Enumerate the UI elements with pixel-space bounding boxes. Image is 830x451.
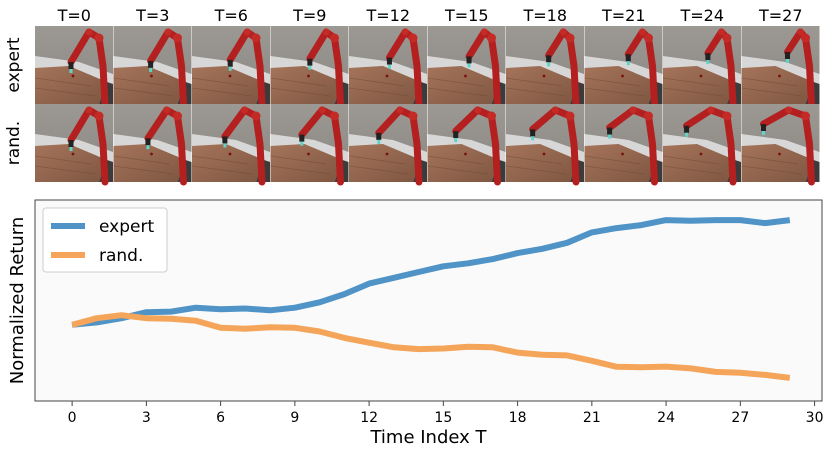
frame-time-label: T=21 (601, 6, 646, 25)
simulation-frame (584, 25, 663, 108)
series-line-rand (71, 312, 791, 381)
x-tick-label: 0 (68, 410, 77, 426)
x-tick-label: 21 (583, 410, 601, 426)
simulation-frame (505, 25, 585, 108)
legend: expert rand. (42, 207, 168, 273)
frame-time-label: T=15 (444, 6, 489, 25)
x-tick-label: 24 (657, 410, 675, 426)
x-tick-label: 27 (731, 410, 749, 426)
x-tick-label: 9 (290, 410, 299, 426)
simulation-frame (505, 103, 585, 186)
y-axis-label: Normalized Return (7, 217, 28, 385)
simulation-frame (348, 103, 428, 186)
simulation-frame (348, 25, 428, 108)
x-tick-label: 15 (434, 410, 452, 426)
x-tick-label: 30 (806, 410, 824, 426)
simulation-frame (741, 25, 820, 108)
simulation-frame (191, 103, 271, 186)
frame-time-label: T=27 (758, 6, 803, 25)
simulation-frame (270, 25, 349, 108)
x-axis-label: Time Index T (369, 427, 487, 448)
simulation-frame (741, 103, 820, 186)
legend-label: rand. (99, 246, 143, 266)
simulation-frame (191, 25, 271, 108)
frame-time-label: T=18 (522, 6, 567, 25)
simulation-frame (662, 103, 742, 186)
simulation-frame (34, 103, 114, 186)
simulation-frame (270, 103, 349, 186)
simulation-frame (662, 25, 742, 108)
simulation-frame (34, 25, 114, 108)
frame-time-label: T=0 (57, 6, 91, 25)
frame-row-label: rand. (4, 121, 24, 165)
frame-time-label: T=9 (292, 6, 326, 25)
simulation-frame (113, 103, 192, 186)
x-axis-ticks: 0 3 6 9 12 15 18 21 24 27 30 (68, 401, 824, 426)
frame-time-label: T=12 (365, 6, 410, 25)
legend-label: expert (99, 217, 154, 237)
simulation-frame (113, 25, 192, 108)
x-tick-label: 6 (216, 410, 225, 426)
series-lines (71, 217, 791, 381)
x-tick-label: 3 (142, 410, 151, 426)
simulation-frame (427, 103, 506, 186)
x-tick-label: 12 (360, 410, 378, 426)
simulation-frame (584, 103, 663, 186)
frame-time-label: T=24 (679, 6, 724, 25)
series-line-expert (71, 217, 791, 328)
frame-strip: T=0 T=3 T=6 T=9 T=12 T=15 T=18 T=21 T=24 T=27 expe… (4, 6, 820, 186)
frame-row-label: expert (4, 37, 24, 92)
x-tick-label: 18 (509, 410, 527, 426)
return-chart: 0 3 6 9 12 15 18 21 24 27 30 expert rand. Time Inde… (7, 199, 824, 448)
frame-time-label: T=6 (214, 6, 248, 25)
frame-time-label: T=3 (135, 6, 169, 25)
simulation-frame (427, 25, 506, 108)
